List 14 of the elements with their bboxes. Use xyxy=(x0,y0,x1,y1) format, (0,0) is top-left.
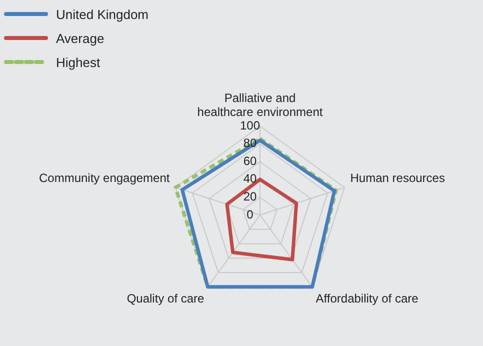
spoke-label: Human resources xyxy=(350,170,445,185)
y-tick-label: 100 xyxy=(240,118,260,132)
legend-label: Highest xyxy=(56,54,100,70)
spoke-label: Community engagement xyxy=(39,170,170,185)
legend-label: United Kingdom xyxy=(56,6,148,22)
y-tick-label: 0 xyxy=(246,207,254,222)
y-tick-label: 40 xyxy=(243,172,257,186)
y-tick-label: 20 xyxy=(243,190,257,204)
spoke-label: Palliative and healthcare environment xyxy=(197,90,324,120)
legend-label: Average xyxy=(56,30,104,46)
y-tick-label: 60 xyxy=(243,154,257,168)
spoke-label: Quality of care xyxy=(126,291,205,306)
spoke-label: Affordability of care xyxy=(316,291,419,306)
y-tick-label: 80 xyxy=(243,136,257,150)
